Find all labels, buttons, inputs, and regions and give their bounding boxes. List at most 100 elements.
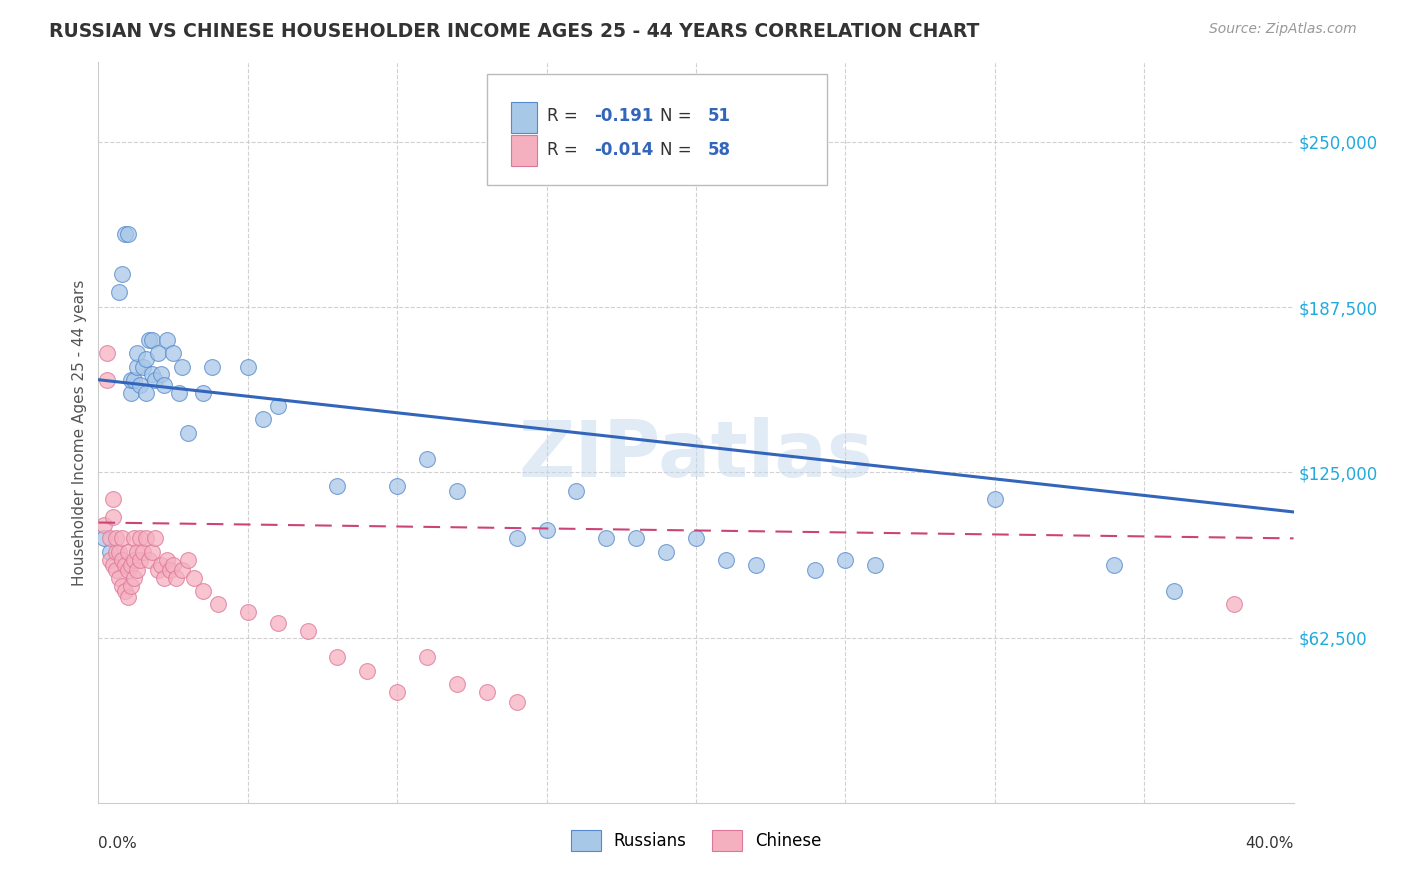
Point (124, 552, 146, 566)
Point (117, 227, 139, 242)
Point (129, 532, 152, 546)
Point (129, 378, 152, 392)
Text: 40.0%: 40.0% (1246, 836, 1294, 851)
Point (117, 544, 139, 558)
Point (416, 650, 439, 665)
Point (132, 359, 155, 374)
Point (141, 368, 163, 382)
Text: 51: 51 (709, 108, 731, 126)
Point (162, 558, 184, 572)
Point (127, 544, 149, 558)
Point (98, 544, 122, 558)
Point (127, 346, 149, 360)
Point (984, 491, 1007, 506)
Point (1163, 584, 1185, 599)
Point (124, 532, 146, 546)
Point (385, 685, 409, 699)
Point (93, 532, 115, 546)
Point (150, 558, 173, 572)
Text: RUSSIAN VS CHINESE HOUSEHOLDER INCOME AGES 25 - 44 YEARS CORRELATION CHART: RUSSIAN VS CHINESE HOUSEHOLDER INCOME AG… (49, 22, 980, 41)
Point (177, 425, 200, 440)
Point (135, 351, 157, 366)
Point (150, 368, 173, 382)
Point (135, 386, 157, 401)
FancyBboxPatch shape (510, 135, 537, 166)
Point (297, 624, 319, 638)
Point (124, 571, 146, 585)
Point (685, 532, 707, 546)
Point (148, 563, 170, 577)
Point (326, 478, 349, 492)
Point (165, 571, 187, 585)
Point (111, 552, 134, 566)
Point (446, 677, 468, 691)
FancyBboxPatch shape (510, 102, 537, 133)
Point (714, 552, 737, 566)
Point (565, 483, 588, 498)
Point (138, 552, 160, 566)
Point (105, 544, 128, 558)
Point (103, 510, 125, 524)
Text: R =: R = (547, 108, 582, 126)
FancyBboxPatch shape (486, 73, 828, 185)
Point (156, 333, 179, 347)
Point (111, 532, 134, 546)
Point (236, 359, 259, 374)
Point (105, 532, 128, 546)
Point (93, 518, 115, 533)
Point (103, 491, 125, 506)
Point (804, 563, 827, 577)
Point (536, 524, 558, 538)
Text: 0.0%: 0.0% (98, 836, 138, 851)
Point (111, 579, 134, 593)
Point (655, 544, 678, 558)
Point (135, 532, 157, 546)
Point (143, 373, 166, 387)
Point (267, 615, 290, 630)
Point (120, 579, 142, 593)
Point (114, 584, 136, 599)
Point (156, 552, 179, 566)
Point (267, 399, 290, 413)
Point (745, 558, 768, 572)
Point (506, 532, 529, 546)
Point (120, 373, 142, 387)
Point (356, 664, 378, 678)
Text: N =: N = (661, 141, 697, 159)
Point (108, 544, 131, 558)
Text: R =: R = (547, 141, 582, 159)
Text: 58: 58 (709, 141, 731, 159)
Point (1104, 558, 1126, 572)
Point (114, 227, 136, 242)
Point (143, 532, 166, 546)
Point (207, 598, 229, 612)
Point (326, 650, 349, 665)
Point (153, 378, 176, 392)
Point (111, 267, 134, 281)
Point (475, 685, 498, 699)
Point (117, 590, 139, 604)
Point (162, 346, 184, 360)
Point (834, 552, 856, 566)
Point (1223, 598, 1246, 612)
Point (595, 532, 617, 546)
Point (153, 571, 176, 585)
Point (141, 333, 163, 347)
Point (120, 386, 142, 401)
Point (98, 532, 122, 546)
Text: ZIPatlas: ZIPatlas (519, 417, 873, 493)
Point (96, 346, 118, 360)
Point (141, 544, 163, 558)
Text: -0.014: -0.014 (595, 141, 654, 159)
Point (108, 571, 131, 585)
Point (191, 584, 214, 599)
Point (148, 346, 170, 360)
Point (506, 695, 529, 709)
Point (117, 563, 139, 577)
Point (127, 563, 149, 577)
Point (236, 606, 259, 620)
Point (446, 483, 468, 498)
Point (103, 558, 125, 572)
Point (105, 563, 128, 577)
Point (385, 478, 409, 492)
